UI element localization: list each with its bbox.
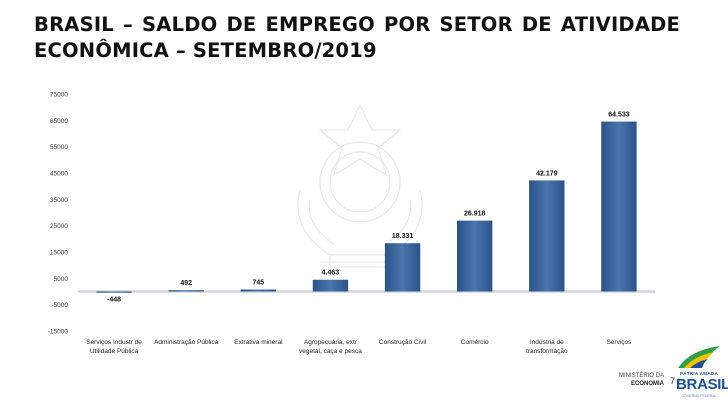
category-label: Construção Civil <box>379 339 427 346</box>
data-label: 745 <box>252 280 264 287</box>
category-label: Indústria de transformação <box>526 339 568 355</box>
y-tick-label: 15000 <box>50 250 68 257</box>
category-label: Administração Pública <box>154 339 219 346</box>
ministry-of-economy-text: MINISTÉRIO DA ECONOMIA <box>612 372 664 388</box>
category-label: Extrativa mineral <box>234 339 283 346</box>
logo-subtitle: GOVERNO FEDERAL <box>681 394 717 398</box>
logo-name: BRASIL <box>676 376 728 393</box>
brazil-flag-mark <box>678 346 720 368</box>
category-label-line: Utilidade Pública <box>90 348 139 355</box>
category-label-line: Agropecuária, extr <box>304 339 358 346</box>
data-label: 492 <box>180 280 192 287</box>
bar <box>384 243 421 292</box>
y-tick-label: 55000 <box>50 144 68 151</box>
category-label: Agropecuária, extr vegetal, caça e pesca <box>299 339 362 355</box>
category-label-line: transformação <box>526 348 568 355</box>
category-label-line: Serviços Industr de <box>86 339 142 346</box>
coat-of-arms-watermark <box>297 103 423 268</box>
data-label: 4.463 <box>322 270 340 277</box>
category-label-line: Extrativa mineral <box>234 339 283 346</box>
y-tick-label: 25000 <box>50 223 68 230</box>
y-tick-label: 5000 <box>54 276 69 283</box>
y-tick-label: -15000 <box>48 329 69 336</box>
category-label: Serviços <box>606 339 632 346</box>
bar <box>457 220 493 292</box>
category-label: Comércio <box>461 339 489 346</box>
data-label: 64.533 <box>608 112 630 119</box>
category-label-line: Serviços <box>606 339 632 346</box>
y-tick-label: 75000 <box>50 92 68 99</box>
bar <box>240 289 276 292</box>
category-label-line: Indústria de <box>530 339 564 346</box>
ministry-line-1: MINISTÉRIO DA <box>618 373 664 379</box>
category-label-line: vegetal, caça e pesca <box>299 348 362 355</box>
data-label: -448 <box>107 297 121 304</box>
bar <box>96 291 132 293</box>
y-tick-label: -5000 <box>51 302 68 309</box>
bar <box>312 279 349 292</box>
category-label-line: Administração Pública <box>154 339 219 346</box>
page-title: BRASIL – SALDO DE EMPREGO POR SETOR DE A… <box>34 13 680 62</box>
data-label: 18.331 <box>392 233 414 240</box>
category-label-line: Comércio <box>461 339 489 346</box>
data-label: 42.179 <box>536 170 558 177</box>
page-number: 7 <box>670 376 676 386</box>
y-tick-label: 45000 <box>50 171 68 178</box>
bar <box>168 290 204 292</box>
bar <box>601 121 637 292</box>
category-label-line: Construção Civil <box>379 339 427 346</box>
bar <box>529 180 565 292</box>
patria-amada-brasil-logo: PÁTRIA AMADA BRASIL GOVERNO FEDERAL <box>676 344 728 402</box>
data-label: 26.918 <box>464 211 486 218</box>
logo-slogan: PÁTRIA AMADA <box>679 371 718 376</box>
y-tick-label: 35000 <box>50 197 68 204</box>
ministry-line-2: ECONOMIA <box>631 381 664 387</box>
y-tick-label: 65000 <box>50 118 68 125</box>
category-label: Serviços Industr de Utilidade Pública <box>86 339 142 355</box>
